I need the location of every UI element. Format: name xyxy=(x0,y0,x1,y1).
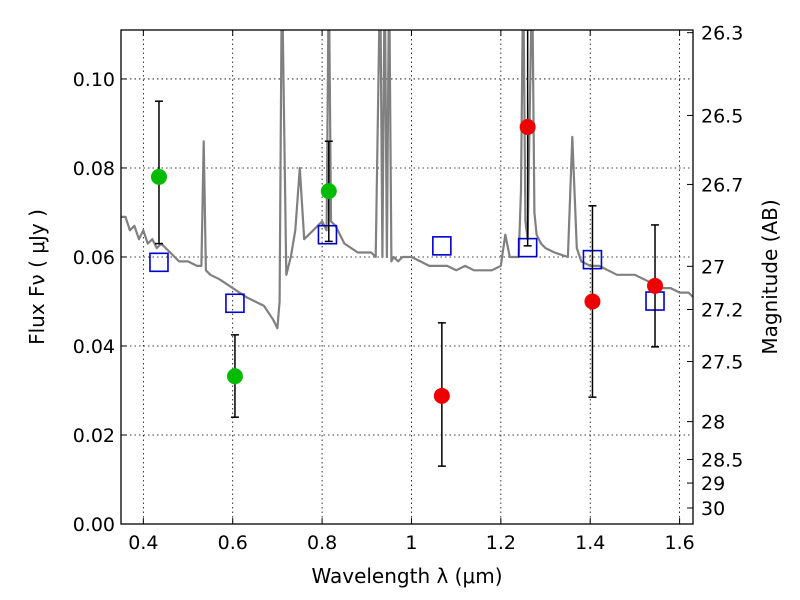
y2-tick-label: 26.3 xyxy=(701,23,743,45)
x-tick-label: 0.8 xyxy=(307,532,337,554)
y2-tick-label: 27.2 xyxy=(701,299,743,321)
y2-tick-label: 28.5 xyxy=(701,449,743,471)
observed-flux-point xyxy=(150,168,167,185)
y-tick-label: 0.00 xyxy=(73,514,115,536)
y2-tick-label: 27.5 xyxy=(701,352,743,374)
plot-area xyxy=(121,30,693,467)
x-tick-label: 1.4 xyxy=(575,532,605,554)
y2-tick-label: 28 xyxy=(701,412,725,434)
y2-tick-label: 27 xyxy=(701,256,725,278)
y2-tick-label: 30 xyxy=(701,498,725,520)
x-tick-label: 0.4 xyxy=(128,532,158,554)
x-axis-label: Wavelength λ (μm) xyxy=(311,564,502,588)
plot-frame xyxy=(120,29,694,525)
model-flux-square xyxy=(317,224,338,245)
y-tick-label: 0.10 xyxy=(73,69,115,91)
x-tick-label: 1 xyxy=(405,532,417,554)
y-tick-label: 0.04 xyxy=(73,336,115,358)
x-tick-label: 0.6 xyxy=(218,532,248,554)
y2-tick-label: 26.5 xyxy=(701,105,743,127)
observed-flux-point xyxy=(647,277,664,294)
x-tick-label: 1.6 xyxy=(664,532,694,554)
plot-background xyxy=(121,30,693,524)
model-flux-square xyxy=(225,293,245,314)
axis-ticks: 0.4 0.6 0.8 1 1.2 1.4 1.6 0.00 0.02 0.04 0.06 0.08 0… xyxy=(73,23,744,554)
y2-tick-label: 26.7 xyxy=(701,174,743,196)
y-axis-label: Flux Fν ( μJy ) xyxy=(25,209,49,345)
observed-flux-point xyxy=(226,368,243,385)
observed-flux-point xyxy=(433,387,450,404)
y2-tick-label: 29 xyxy=(701,473,725,495)
model-spectrum-line xyxy=(121,30,693,330)
x-tick-label: 1.2 xyxy=(486,532,516,554)
y-tick-label: 0.08 xyxy=(73,158,115,180)
model-flux-square xyxy=(432,236,452,256)
y2-axis-label: Magnitude (AB) xyxy=(758,199,782,354)
model-flux-square xyxy=(149,252,169,273)
observed-flux-point xyxy=(584,293,601,310)
observed-flux-point xyxy=(519,119,536,136)
observed-flux-point xyxy=(320,183,337,200)
y-tick-label: 0.02 xyxy=(73,425,115,447)
y-tick-label: 0.06 xyxy=(73,247,115,269)
